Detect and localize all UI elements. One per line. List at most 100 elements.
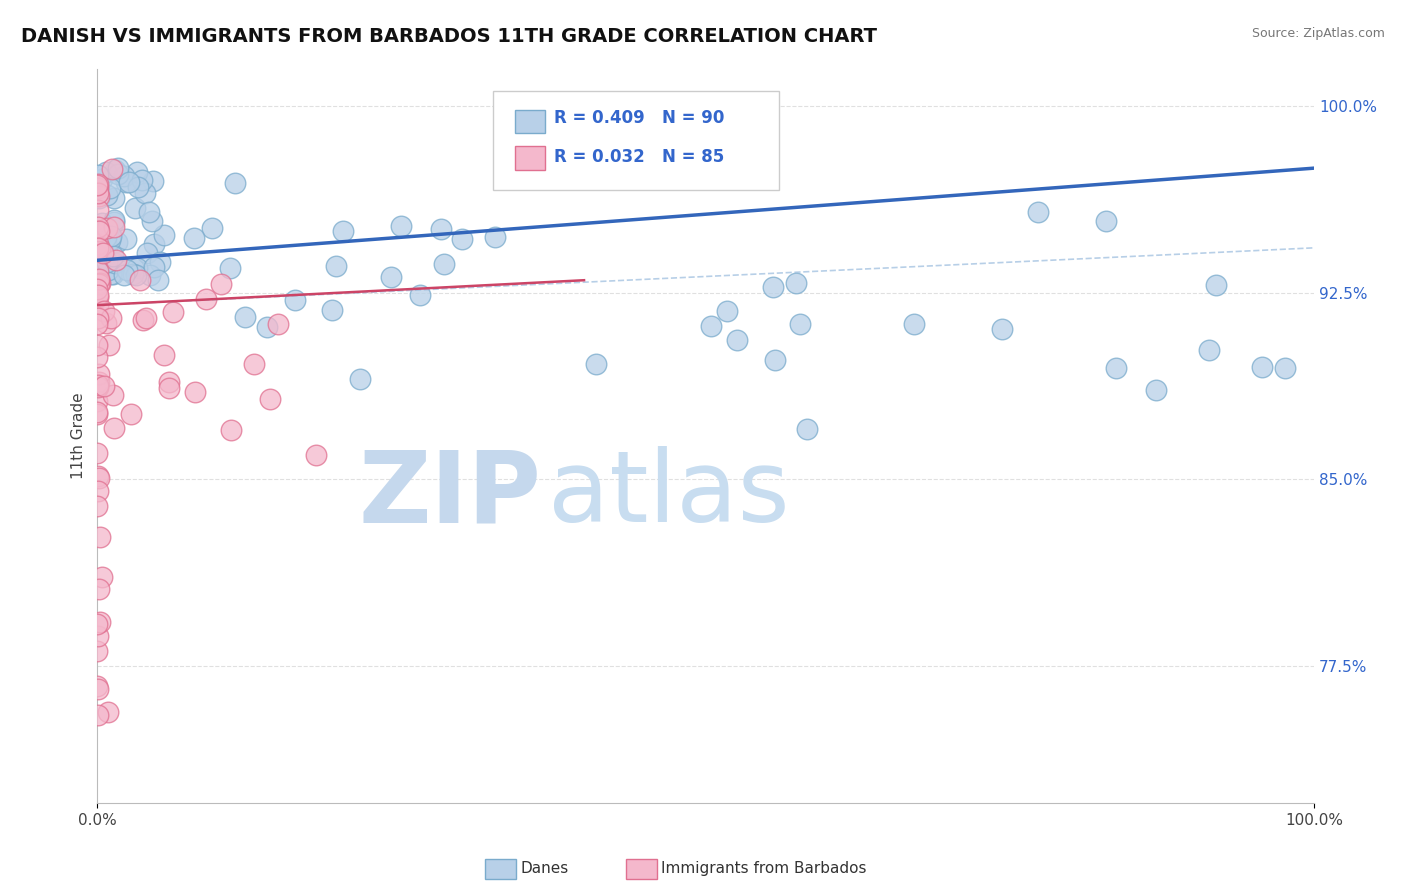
Point (86, 282, 108, 296)
Point (305, 448, 328, 462)
Point (97, 706, 120, 720)
Point (86, 616, 108, 631)
Point (87, 468, 110, 483)
Point (1094, 214, 1116, 228)
Point (86, 290, 108, 304)
Point (121, 260, 143, 275)
Point (101, 387, 124, 401)
Point (585, 357, 607, 371)
Point (87, 181, 110, 195)
Point (91, 245, 114, 260)
Point (91, 172, 114, 186)
Point (86, 337, 108, 351)
Point (1205, 278, 1227, 293)
Point (115, 263, 138, 277)
Point (93, 304, 115, 318)
Text: Immigrants from Barbados: Immigrants from Barbados (661, 862, 866, 876)
Point (143, 236, 166, 251)
Point (153, 227, 176, 242)
Point (224, 176, 246, 190)
Point (162, 305, 184, 319)
Point (87, 168, 110, 182)
Point (89, 530, 111, 544)
Point (451, 231, 474, 245)
Point (96, 187, 118, 202)
Point (103, 191, 125, 205)
Point (349, 372, 371, 386)
Point (131, 173, 153, 187)
Point (141, 214, 163, 228)
Point (97, 263, 120, 277)
Point (125, 268, 148, 282)
Point (125, 164, 148, 178)
Point (86, 287, 108, 301)
Point (89, 276, 111, 290)
Point (903, 317, 925, 331)
Point (87, 277, 110, 292)
Point (96, 165, 118, 179)
Point (157, 381, 180, 395)
Point (332, 224, 354, 238)
FancyBboxPatch shape (492, 91, 779, 190)
Point (87, 236, 110, 251)
Point (763, 353, 786, 368)
Point (789, 317, 811, 331)
Point (242, 357, 264, 371)
Point (86, 202, 108, 217)
Point (97, 337, 120, 351)
Point (86, 679, 108, 693)
Point (157, 375, 180, 389)
Point (100, 228, 122, 243)
Point (86, 446, 108, 460)
Point (389, 219, 412, 234)
Text: R = 0.409   N = 90: R = 0.409 N = 90 (554, 110, 724, 128)
Point (89, 242, 111, 256)
Point (700, 319, 723, 334)
Point (101, 162, 124, 177)
Point (115, 232, 138, 246)
Point (195, 292, 218, 306)
Point (325, 259, 347, 273)
Point (124, 201, 146, 215)
Point (86, 394, 108, 409)
Point (87, 368, 110, 382)
Point (86, 408, 108, 422)
Point (98, 233, 121, 247)
Point (1026, 205, 1049, 219)
Point (149, 254, 172, 268)
Point (107, 167, 129, 181)
Point (86, 318, 108, 332)
Bar (515, 146, 546, 169)
Point (87, 236, 110, 251)
Point (87, 288, 110, 302)
Point (87, 298, 110, 312)
Point (104, 256, 127, 270)
Point (89, 191, 111, 205)
Point (153, 348, 176, 362)
Point (725, 333, 748, 347)
Point (136, 245, 159, 260)
Point (259, 392, 281, 406)
Point (96, 220, 118, 235)
Point (132, 313, 155, 327)
Point (761, 279, 783, 293)
Point (219, 423, 242, 437)
Point (89, 233, 111, 247)
Point (105, 235, 128, 250)
Point (134, 186, 156, 200)
Point (100, 267, 122, 281)
Point (201, 220, 224, 235)
Point (101, 268, 124, 282)
Point (91, 216, 114, 230)
Point (1198, 343, 1220, 357)
Point (107, 161, 129, 176)
Point (121, 268, 143, 282)
Point (135, 310, 157, 325)
Point (93, 378, 115, 392)
Point (87, 177, 110, 191)
Point (112, 268, 135, 282)
Point (380, 269, 402, 284)
Point (103, 214, 125, 228)
Point (87, 264, 110, 278)
Text: Danes: Danes (520, 862, 568, 876)
